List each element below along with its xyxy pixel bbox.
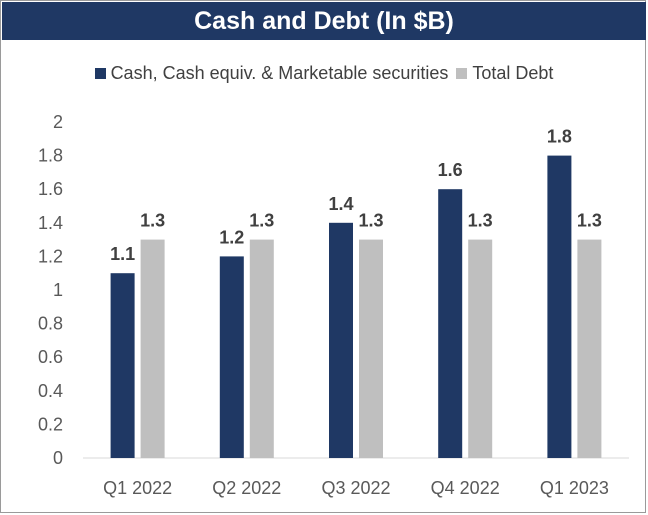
- y-tick-label: 0.6: [38, 347, 63, 367]
- data-label-debt: 1.3: [358, 211, 383, 231]
- x-tick-label: Q3 2022: [321, 478, 390, 498]
- legend-item-cash: Cash, Cash equiv. & Marketable securitie…: [94, 62, 449, 84]
- bar-debt: [140, 239, 165, 458]
- data-label-cash: 1.4: [328, 194, 353, 214]
- x-tick-label: Q1 2023: [540, 478, 609, 498]
- data-label-cash: 1.2: [219, 227, 244, 247]
- x-tick-label: Q1 2022: [103, 478, 172, 498]
- data-label-debt: 1.3: [249, 211, 274, 231]
- y-tick-label: 1.4: [38, 213, 63, 233]
- y-tick-label: 1.2: [38, 246, 63, 266]
- y-tick-label: 1.6: [38, 179, 63, 199]
- data-label-debt: 1.3: [468, 211, 493, 231]
- bar-cash: [329, 222, 353, 458]
- legend-swatch-cash: [94, 67, 106, 79]
- bar-debt: [577, 239, 602, 458]
- bar-cash: [219, 256, 244, 458]
- y-tick-label: 0.2: [38, 414, 63, 434]
- data-label-cash: 1.6: [438, 160, 463, 180]
- x-tick-label: Q4 2022: [431, 478, 500, 498]
- chart-title: Cash and Debt (In $B): [2, 2, 646, 40]
- bar-cash: [110, 273, 135, 458]
- y-tick-label: 0: [53, 448, 63, 468]
- legend-label-cash: Cash, Cash equiv. & Marketable securitie…: [110, 62, 449, 83]
- y-tick-label: 0.4: [38, 381, 63, 401]
- x-tick-label: Q2 2022: [212, 478, 281, 498]
- data-label-debt: 1.3: [577, 211, 602, 231]
- legend: Cash, Cash equiv. & Marketable securitie…: [1, 61, 647, 85]
- legend-swatch-debt: [456, 67, 468, 79]
- bar-debt: [249, 239, 274, 458]
- data-label-debt: 1.3: [140, 211, 165, 231]
- y-tick-label: 1: [53, 280, 63, 300]
- y-tick-label: 2: [53, 112, 63, 132]
- y-tick-label: 1.8: [38, 146, 63, 166]
- data-label-cash: 1.1: [110, 244, 135, 264]
- bar-cash: [547, 155, 572, 458]
- y-tick-label: 0.8: [38, 314, 63, 334]
- bar-cash: [438, 189, 463, 458]
- data-label-cash: 1.8: [547, 127, 572, 147]
- legend-item-debt: Total Debt: [456, 63, 553, 84]
- bar-debt: [359, 239, 383, 458]
- bar-debt: [468, 239, 493, 458]
- legend-label-debt: Total Debt: [472, 62, 554, 83]
